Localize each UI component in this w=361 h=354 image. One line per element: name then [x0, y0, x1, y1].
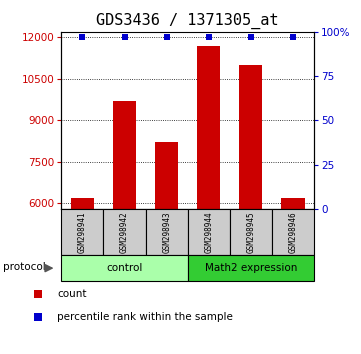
Bar	[155, 143, 178, 209]
Text: GSM298946: GSM298946	[288, 211, 297, 253]
Bar	[145, 209, 188, 255]
Text: Math2 expression: Math2 expression	[205, 263, 297, 273]
Text: GSM298945: GSM298945	[247, 211, 255, 253]
Bar	[239, 65, 262, 209]
Text: control: control	[106, 263, 143, 273]
Bar	[282, 198, 305, 209]
Point	[122, 34, 127, 40]
Bar	[188, 255, 314, 281]
Bar	[104, 209, 145, 255]
Point	[35, 291, 40, 297]
Text: GSM298943: GSM298943	[162, 211, 171, 253]
Bar	[188, 209, 230, 255]
Bar	[113, 101, 136, 209]
Text: percentile rank within the sample: percentile rank within the sample	[57, 312, 233, 322]
Point	[206, 34, 212, 40]
Title: GDS3436 / 1371305_at: GDS3436 / 1371305_at	[96, 13, 279, 29]
Bar	[71, 198, 94, 209]
Point	[290, 34, 296, 40]
Text: protocol: protocol	[3, 262, 46, 272]
Point	[164, 34, 170, 40]
Bar	[61, 255, 188, 281]
Point	[248, 34, 254, 40]
Bar	[197, 46, 220, 209]
Text: GSM298942: GSM298942	[120, 211, 129, 253]
Point	[35, 314, 40, 320]
Text: count: count	[57, 289, 87, 299]
Text: GSM298944: GSM298944	[204, 211, 213, 253]
Bar	[230, 209, 272, 255]
Point	[79, 34, 85, 40]
Bar	[61, 209, 104, 255]
Bar	[272, 209, 314, 255]
Text: GSM298941: GSM298941	[78, 211, 87, 253]
